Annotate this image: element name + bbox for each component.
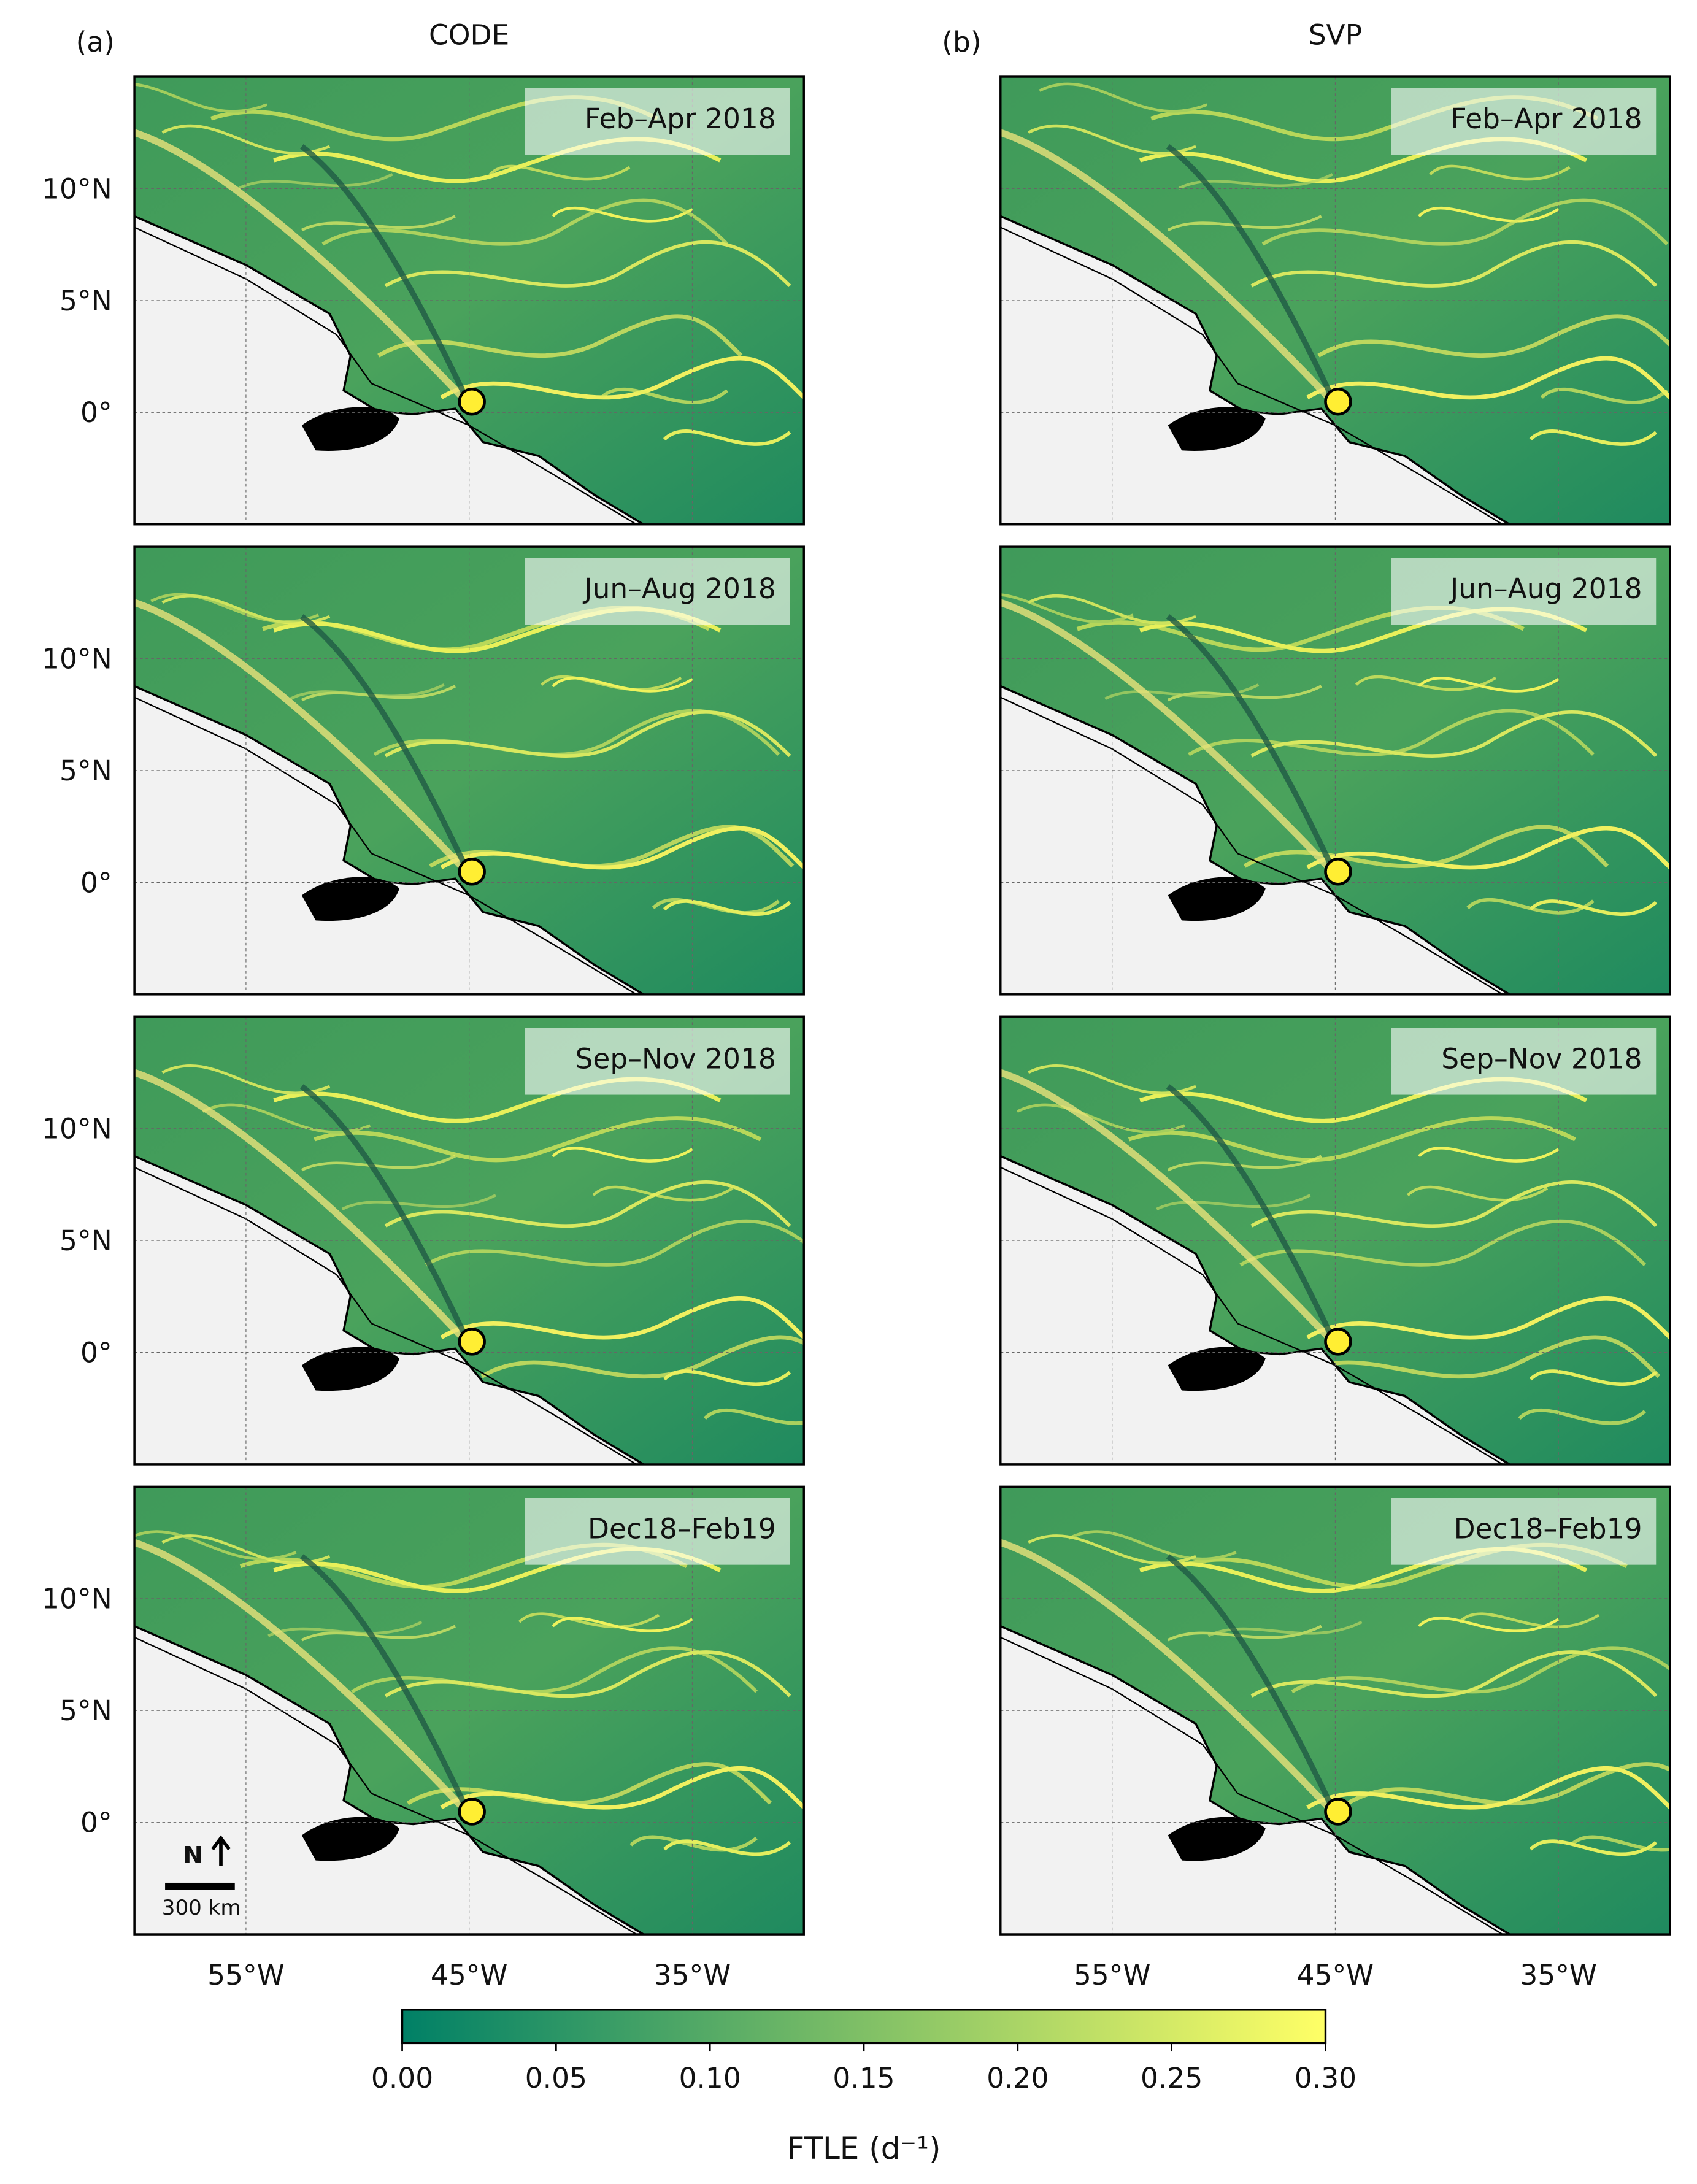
trajectory (1166, 1554, 1338, 1816)
lat-tick-label: 0° (80, 1336, 112, 1369)
release-site (1324, 1798, 1352, 1826)
period-label: Feb–Apr 2018 (585, 102, 776, 135)
panel-frame (133, 545, 805, 996)
trajectory (1000, 1069, 1338, 1347)
period-box (1391, 1028, 1657, 1095)
colorbar (401, 2009, 1327, 2045)
lon-tick-label: 45°W (431, 1959, 508, 1991)
trajectory (1000, 129, 1338, 407)
trajectory (1166, 614, 1338, 876)
trajectory (300, 1084, 472, 1346)
lat-tick-label: 10°N (42, 1583, 112, 1615)
lat-tick-label: 5°N (60, 1225, 112, 1257)
lat-tick-label: 10°N (42, 1113, 112, 1145)
map-panel: Dec18–Feb19 10°N 5°N 0° 55°W 45°W 35°W N 300 km (42, 1485, 805, 1991)
trajectory (134, 599, 472, 877)
period-box (1391, 1498, 1657, 1565)
release-site (458, 858, 486, 886)
panel-frame (133, 75, 805, 526)
trajectory (134, 1069, 472, 1347)
north-arrow (211, 1835, 231, 1866)
trajectory (134, 129, 472, 407)
trajectory (300, 144, 472, 406)
period-box (525, 558, 790, 625)
trajectory (1000, 1539, 1338, 1817)
lon-tick-label: 45°W (1297, 1959, 1374, 1991)
period-label: Jun–Aug 2018 (1449, 572, 1642, 605)
release-site (458, 1798, 486, 1826)
colorbar-tick-label: 0.00 (371, 2062, 433, 2094)
period-box (525, 88, 790, 155)
lat-tick-label: 5°N (60, 1694, 112, 1727)
colorbar-tick-label: 0.25 (1141, 2062, 1203, 2094)
trajectory (1000, 599, 1338, 877)
north-arrow: N (183, 1842, 202, 1869)
colorbar-tick-label: 0.10 (679, 2062, 741, 2094)
period-label: Sep–Nov 2018 (1441, 1042, 1642, 1075)
panel-frame (133, 1015, 805, 1466)
lat-tick-label: 5°N (60, 285, 112, 317)
map-panel: Dec18–Feb19 55°W 45°W 35°W (999, 1485, 1671, 1991)
period-box (525, 1498, 790, 1565)
release-site (1324, 858, 1352, 886)
period-label: Sep–Nov 2018 (575, 1042, 776, 1075)
release-site (458, 1328, 486, 1356)
column-title: SVP (1309, 19, 1362, 52)
lon-tick-label: 35°W (1520, 1959, 1597, 1991)
map-panel: Sep–Nov 2018 (999, 1015, 1671, 1466)
period-box (1391, 88, 1657, 155)
column-title: CODE (429, 19, 509, 52)
colorbar-tick-label: 0.15 (833, 2062, 895, 2094)
panel-frame (999, 1015, 1671, 1466)
release-site (1324, 1328, 1352, 1356)
lat-tick-label: 0° (80, 866, 112, 899)
lat-tick-label: 10°N (42, 642, 112, 675)
colorbar-label: FTLE (d⁻¹) (787, 2131, 941, 2166)
period-box (525, 1028, 790, 1095)
map-panel: Feb–Apr 2018 (999, 75, 1671, 526)
map-panel: Jun–Aug 2018 (999, 545, 1671, 996)
period-label: Jun–Aug 2018 (582, 572, 776, 605)
lat-tick-label: 0° (80, 396, 112, 429)
colorbar-tick-label: 0.20 (987, 2062, 1049, 2094)
lat-tick-label: 10°N (42, 172, 112, 205)
trajectory (300, 1554, 472, 1816)
trajectory (1166, 1084, 1338, 1346)
panel-frame (999, 545, 1671, 996)
lon-tick-label: 55°W (207, 1959, 285, 1991)
lon-tick-label: 35°W (654, 1959, 731, 1991)
trajectory (134, 1539, 472, 1817)
period-label: Dec18–Feb19 (1454, 1512, 1642, 1545)
panel-letter: (b) (942, 26, 981, 58)
trajectory (1166, 144, 1338, 406)
panel-frame (999, 75, 1671, 526)
period-label: Feb–Apr 2018 (1451, 102, 1642, 135)
lat-tick-label: 5°N (60, 755, 112, 787)
colorbar-tick-label: 0.05 (525, 2062, 587, 2094)
panel-letter: (a) (76, 26, 115, 58)
release-site (1324, 387, 1352, 416)
map-panel: Feb–Apr 2018 10°N 5°N 0° (42, 75, 805, 526)
panel-frame (133, 1485, 805, 1936)
panel-frame (999, 1485, 1671, 1936)
scale-bar (165, 1882, 235, 1890)
colorbar-tick-label: 0.30 (1295, 2062, 1356, 2094)
scale-label: 300 km (162, 1896, 241, 1920)
map-panel: Jun–Aug 2018 10°N 5°N 0° (42, 545, 805, 996)
map-panel: Sep–Nov 2018 10°N 5°N 0° (42, 1015, 805, 1466)
period-label: Dec18–Feb19 (588, 1512, 776, 1545)
release-site (458, 387, 486, 416)
lat-tick-label: 0° (80, 1807, 112, 1839)
lon-tick-label: 55°W (1074, 1959, 1151, 1991)
period-box (1391, 558, 1657, 625)
trajectory (300, 614, 472, 876)
